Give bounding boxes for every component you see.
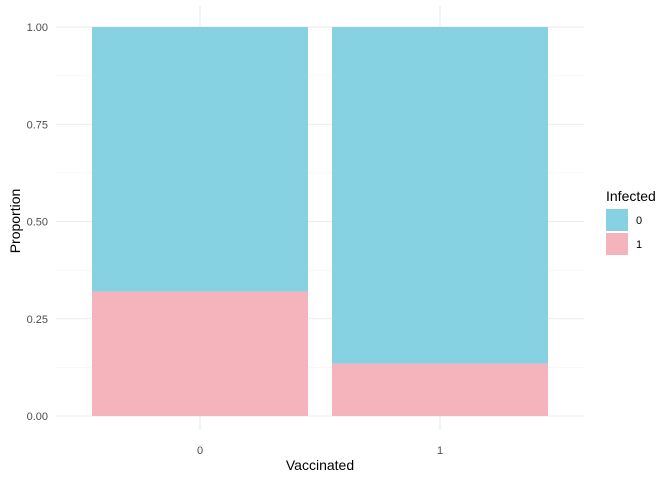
legend-label-0: 0: [636, 215, 642, 227]
bar-vaccinated-0-infected-0: [92, 27, 308, 292]
x-tick-label: 0: [197, 445, 203, 457]
y-tick-label: 0.50: [27, 217, 48, 229]
y-axis-title: Proportion: [7, 189, 23, 254]
legend-title: Infected: [606, 188, 656, 204]
y-tick-label: 0.75: [27, 119, 48, 131]
bar-vaccinated-1-infected-1: [332, 363, 548, 416]
y-tick-label: 0.25: [27, 314, 48, 326]
x-axis-title: Vaccinated: [286, 457, 354, 473]
legend-label-1: 1: [636, 239, 642, 251]
bar-vaccinated-1-infected-0: [332, 27, 548, 364]
y-axis-ticks: 0.00 0.25 0.50 0.75 1.00: [27, 22, 48, 423]
legend-swatch-1: [606, 233, 628, 255]
bar-vaccinated-0-infected-1: [92, 291, 308, 416]
legend: Infected 0 1: [606, 188, 656, 255]
legend-swatch-0: [606, 209, 628, 231]
x-tick-label: 1: [437, 445, 443, 457]
y-tick-label: 1.00: [27, 22, 48, 34]
y-tick-label: 0.00: [27, 411, 48, 423]
bars: [92, 27, 548, 416]
